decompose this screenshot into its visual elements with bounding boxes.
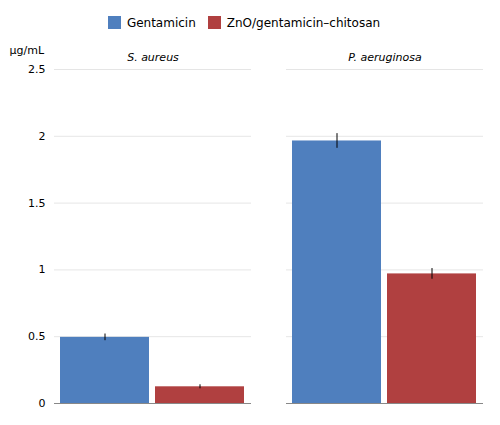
html-text:ZnO/gentamicin–chitosan: ZnO/gentamicin–chitosan — [226, 15, 381, 30]
svg-text:1: 1 — [39, 263, 46, 276]
svg-text:0.5: 0.5 — [28, 330, 46, 343]
svg-text:2.5: 2.5 — [28, 63, 46, 76]
svg-text:1.5: 1.5 — [28, 197, 46, 210]
svg-text:P. aeruginosa: P. aeruginosa — [348, 51, 422, 64]
svg-text:S. aureus: S. aureus — [127, 51, 179, 64]
html-text:Gentamicin: Gentamicin — [126, 15, 196, 30]
svg-text:0: 0 — [39, 397, 46, 410]
svg-text:µg/mL: µg/mL — [10, 44, 45, 57]
svg-text:2: 2 — [39, 130, 46, 143]
